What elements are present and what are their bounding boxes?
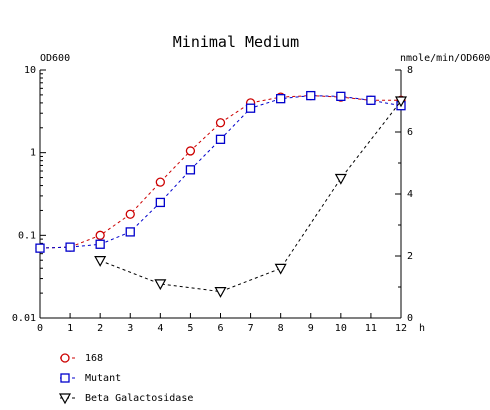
x-tick-label: 2: [97, 323, 103, 334]
chart-title: Minimal Medium: [173, 33, 299, 51]
data-point-mutant: [65, 242, 75, 252]
legend-marker-168: [60, 353, 70, 363]
data-point-beta-galactosidase: [394, 96, 408, 108]
right-tick-label: 4: [407, 189, 413, 200]
x-tick-label: 8: [278, 323, 284, 334]
x-tick-label: 0: [37, 323, 43, 334]
data-point-beta-galactosidase: [274, 263, 287, 275]
legend: 168 Mutant Beta Galactosidase: [58, 353, 193, 405]
data-point-168: [125, 209, 135, 219]
x-tick-label: 1: [67, 323, 73, 334]
series-line-beta-galactosidase: [100, 100, 402, 293]
right-tick-label: 8: [407, 65, 413, 76]
legend-marker-mutant: [60, 373, 70, 383]
data-point-mutant: [245, 103, 256, 113]
data-point-mutant: [95, 239, 105, 249]
data-point-168: [215, 118, 226, 128]
right-axis-label: nmole/min/OD600: [400, 53, 490, 64]
legend-label-mutant: Mutant: [85, 373, 121, 384]
left-tick-label: 0.1: [18, 230, 36, 241]
x-tick-label: 3: [127, 323, 133, 334]
x-axis-unit: h: [419, 323, 425, 334]
right-tick-label: 6: [407, 127, 413, 138]
data-point-mutant: [215, 134, 226, 144]
data-point-mutant: [185, 165, 196, 175]
left-tick-label: 1: [30, 148, 36, 159]
data-point-mutant: [366, 95, 376, 105]
data-point-168: [95, 230, 105, 240]
data-point-168: [185, 146, 196, 156]
data-point-mutant: [155, 197, 165, 208]
x-tick-label: 4: [157, 323, 163, 334]
x-tick-label: 10: [335, 323, 347, 334]
data-point-168: [155, 177, 165, 187]
left-tick-label: 0.01: [12, 313, 36, 324]
legend-label-168: 168: [85, 353, 103, 364]
legend-marker-beta-galactosidase: [58, 393, 72, 405]
data-point-beta-galactosidase: [154, 279, 167, 291]
data-point-mutant: [125, 227, 135, 237]
plot-area: [35, 90, 408, 298]
x-tick-label: 9: [308, 323, 314, 334]
right-tick-label: 0: [407, 313, 413, 324]
x-tick-label: 6: [217, 323, 223, 334]
data-point-beta-galactosidase: [94, 256, 107, 267]
legend-label-beta-galactosidase: Beta Galactosidase: [85, 393, 193, 404]
data-point-mutant: [276, 94, 286, 104]
data-point-beta-galactosidase: [334, 173, 347, 185]
x-tick-label: 12: [395, 323, 407, 334]
right-tick-label: 2: [407, 251, 413, 262]
x-tick-label: 5: [187, 323, 193, 334]
x-tick-label: 7: [248, 323, 254, 334]
x-tick-label: 11: [365, 323, 377, 334]
left-axis-label: OD600: [40, 53, 70, 64]
left-tick-label: 10: [24, 65, 36, 76]
data-point-beta-galactosidase: [214, 287, 227, 298]
data-point-mutant: [306, 90, 316, 101]
data-point-mutant: [35, 243, 45, 253]
data-point-mutant: [336, 91, 346, 102]
